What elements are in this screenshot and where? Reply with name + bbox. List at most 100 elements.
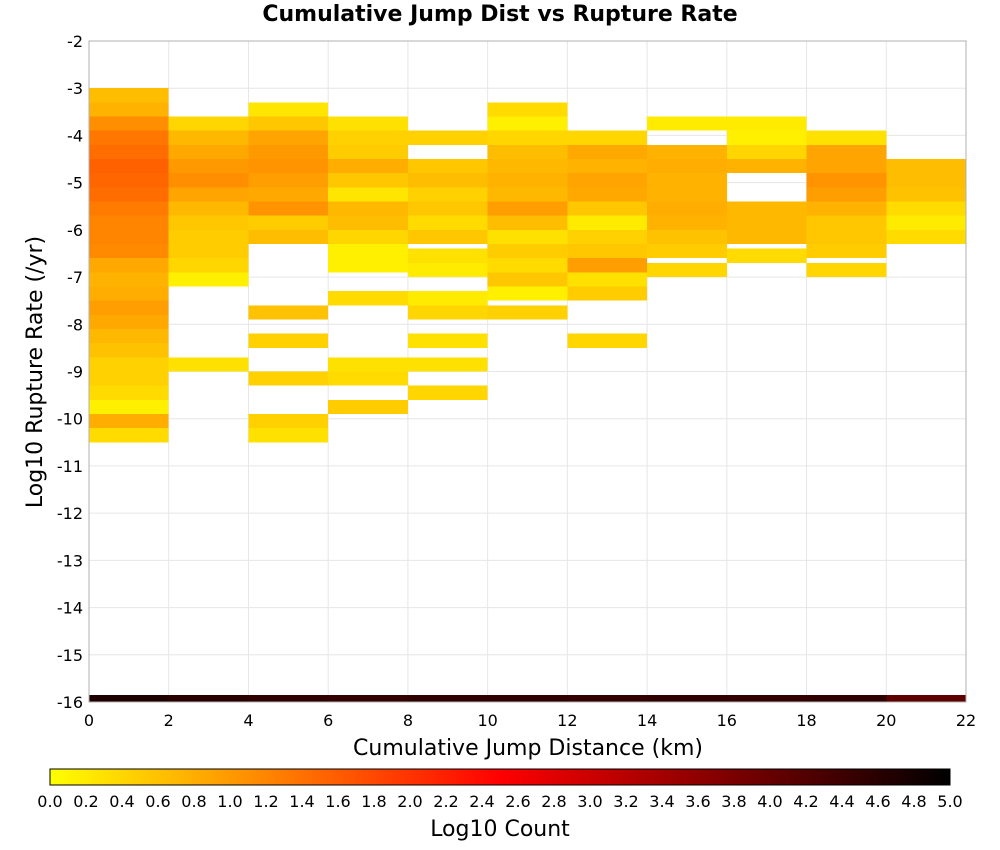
heatmap-cell [726,215,807,230]
heatmap-cell [407,130,488,145]
colorbar-tick-label: 3.0 [577,792,602,811]
y-tick-label: -8 [67,315,83,334]
y-tick-label: -11 [57,457,83,476]
heatmap-cell [248,413,329,429]
heatmap-cell [487,272,568,287]
heatmap-cell [89,144,169,160]
heatmap-cell [89,201,169,216]
y-tick-label: -12 [57,504,83,523]
heatmap-cell [89,102,169,117]
heatmap-cell [647,144,727,160]
y-tick-label: -14 [57,599,83,618]
heatmap-cell [647,262,727,278]
heatmap-cell [487,201,568,216]
y-tick-label: -2 [67,32,83,51]
heatmap-cell [168,229,249,245]
heatmap-cell [407,187,488,202]
heatmap-cell [726,201,807,216]
heatmap-cell [248,130,329,145]
heatmap-cell [487,244,568,259]
heatmap-cell [89,413,169,429]
heatmap-cell [168,694,249,702]
heatmap-cell [726,130,807,145]
colorbar-tick-label: 2.2 [433,792,458,811]
x-tick-label: 10 [477,711,497,730]
heatmap-cell [487,116,568,131]
heatmap-cell [89,272,169,287]
colorbar-tick-label: 4.0 [757,792,782,811]
plot-border [88,40,967,703]
colorbar-tick-label: 2.0 [397,792,422,811]
x-tick-label: 22 [956,711,976,730]
colorbar-tick-label: 0.2 [73,792,98,811]
heatmap-cell [487,102,568,117]
heatmap-cell [647,173,727,188]
heatmap-cell [89,357,169,372]
y-tick-label: -10 [57,410,83,429]
heatmap-cell [168,357,249,372]
heatmap-cell [248,187,329,202]
colorbar-tick-label: 3.6 [685,792,710,811]
heatmap-cell [567,286,648,301]
heatmap-cell [806,229,887,245]
heatmap-cell [89,88,169,103]
colorbar-tick-label: 1.2 [253,792,278,811]
heatmap-cell [89,329,169,344]
heatmap-cell [487,286,568,301]
heatmap-cell [806,173,887,188]
heatmap-cell [567,173,648,188]
heatmap-cell [168,187,249,202]
heatmap-cell [248,333,329,348]
heatmap-cell [806,201,887,216]
heatmap-cell [407,201,488,216]
heatmap-cell [726,229,807,245]
heatmap-cell [89,385,169,400]
heatmap-cell [567,130,648,145]
heatmap-cell [328,144,408,160]
heatmap-cell [168,258,249,273]
heatmap-cell [328,116,408,131]
heatmap-cell [407,173,488,188]
heatmap-cell [89,173,169,188]
y-tick-label: -15 [57,646,83,665]
heatmap-cell [647,201,727,216]
heatmap-cell [806,262,887,278]
heatmap-cell [89,694,169,702]
heatmap-cell [567,258,648,273]
heatmap-cell [407,229,488,245]
heatmap-cell [328,130,408,145]
heatmap-cell [168,215,249,230]
heatmap-cell [407,357,488,372]
heatmap-cell [726,159,807,174]
x-tick-labels: 0 2 4 6 8 10 12 14 16 18 20 22 [84,711,976,730]
heatmap-cell [168,159,249,174]
heatmap-cell [407,215,488,230]
heatmap-cell [886,215,966,230]
heatmap-cell [89,244,169,259]
y-tick-label: -5 [67,174,83,193]
x-tick-label: 12 [557,711,577,730]
heatmap-cell [647,694,727,702]
heatmap-cell [89,229,169,245]
heatmap-cell [886,694,966,702]
y-tick-labels: -2 -3 -4 -5 -6 -7 -8 -9 -10 -11 -12 -13 -14 -15 -16 [57,32,83,712]
heatmap-cell [726,116,807,131]
x-tick-label: 20 [876,711,896,730]
heatmap-cell [487,215,568,230]
heatmap-cell [806,159,887,174]
heatmap-cell [328,229,408,245]
heatmap-cell [567,694,648,702]
heatmap-cell [328,244,408,259]
heatmap-cell [487,130,568,145]
heatmap-cell [567,159,648,174]
heatmap-cell [248,694,329,702]
y-tick-label: -9 [67,363,83,382]
heatmap-cell [726,248,807,263]
heatmap-cell [248,305,329,320]
heatmap-cell [487,305,568,320]
colorbar-tick-label: 3.8 [721,792,746,811]
heatmap-cell [886,173,966,188]
heatmap-cell [328,258,408,273]
heatmap-cell [89,130,169,145]
heatmap-cell [806,215,887,230]
